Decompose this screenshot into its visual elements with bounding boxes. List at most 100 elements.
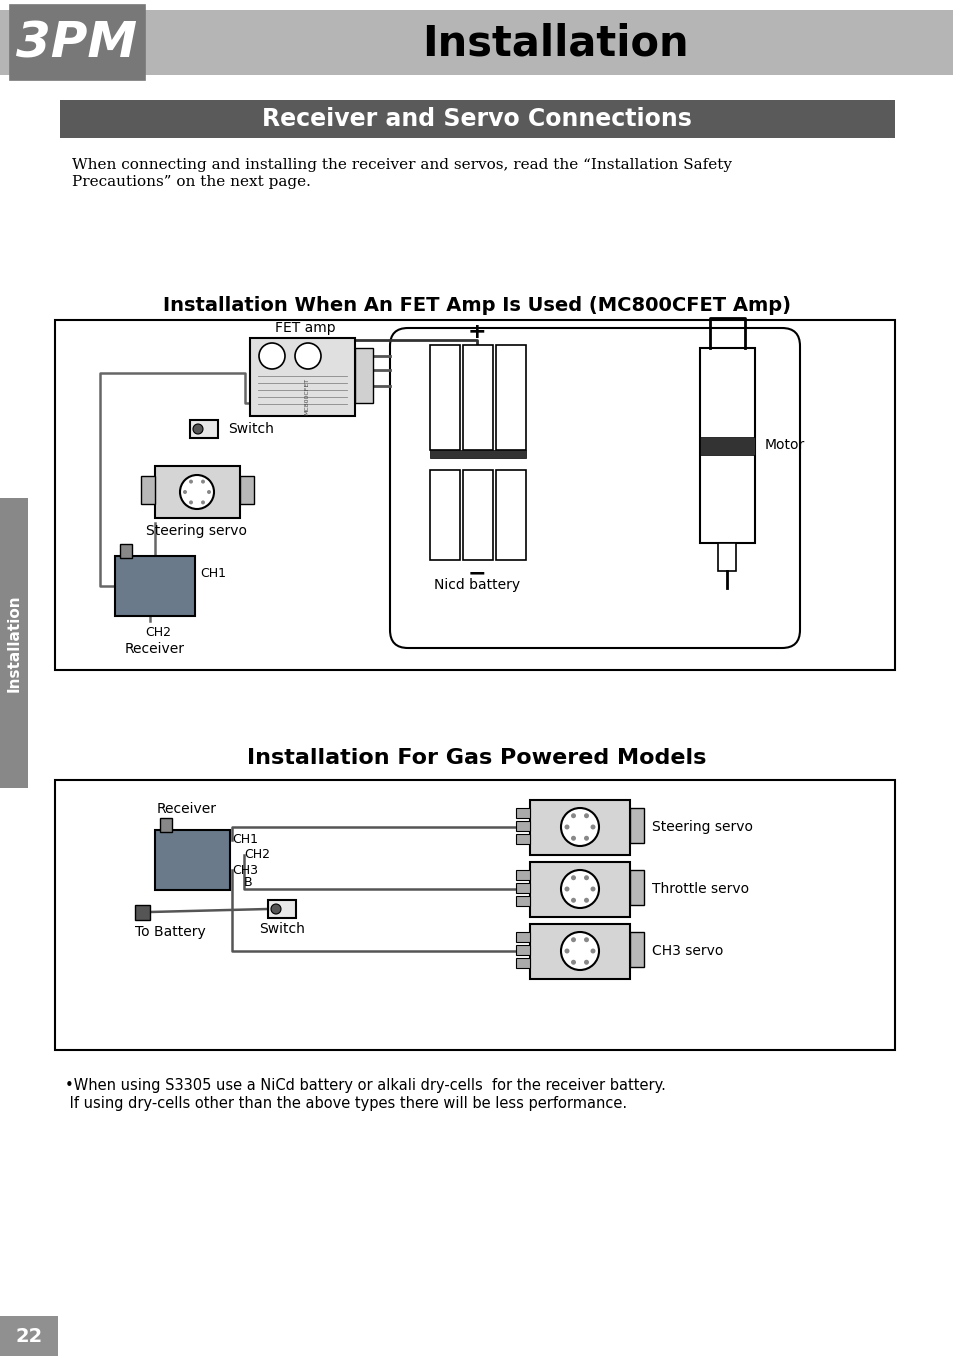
Bar (154, 466, 240, 518)
Text: CH2: CH2 (145, 626, 171, 639)
Bar (516, 834, 530, 843)
Text: Nicd battery: Nicd battery (434, 578, 519, 593)
Text: •When using S3305 use a NiCd battery or alkali dry-cells  for the receiver batte: •When using S3305 use a NiCd battery or … (65, 1078, 665, 1093)
Text: FET amp: FET amp (274, 321, 335, 335)
Text: Switch: Switch (259, 922, 305, 936)
Text: Steering servo: Steering servo (147, 523, 247, 538)
Bar (516, 808, 530, 818)
Bar (160, 818, 172, 833)
Bar (154, 830, 230, 890)
Bar (629, 932, 643, 967)
Circle shape (180, 475, 213, 508)
Bar (268, 900, 295, 918)
Circle shape (560, 808, 598, 846)
Circle shape (201, 500, 205, 504)
Circle shape (564, 824, 569, 830)
Text: CH1: CH1 (232, 834, 257, 846)
Circle shape (189, 500, 193, 504)
Bar (700, 437, 754, 456)
Circle shape (201, 480, 205, 484)
Text: CH2: CH2 (244, 849, 270, 861)
Bar (496, 471, 525, 560)
Circle shape (583, 898, 588, 903)
Bar (55, 320, 894, 670)
Bar (516, 871, 530, 880)
Circle shape (583, 875, 588, 880)
Bar (240, 476, 253, 504)
Circle shape (560, 871, 598, 909)
Bar (516, 896, 530, 906)
Circle shape (590, 948, 595, 953)
Bar (718, 542, 735, 571)
Bar (516, 957, 530, 968)
Circle shape (294, 343, 320, 369)
Bar (190, 420, 218, 438)
Text: Precautions” on the next page.: Precautions” on the next page. (71, 175, 311, 188)
Bar (141, 476, 154, 504)
Circle shape (189, 480, 193, 484)
FancyBboxPatch shape (390, 328, 800, 648)
Text: 3PM: 3PM (16, 19, 137, 66)
Text: 22: 22 (15, 1326, 43, 1345)
Bar (496, 344, 525, 450)
Text: If using dry-cells other than the above types there will be less performance.: If using dry-cells other than the above … (65, 1096, 626, 1111)
Circle shape (583, 937, 588, 942)
Bar (55, 780, 894, 1050)
Text: CH3 servo: CH3 servo (651, 944, 722, 957)
Text: Installation: Installation (421, 22, 688, 64)
Circle shape (571, 937, 576, 942)
Bar (462, 471, 493, 560)
Bar (355, 348, 373, 403)
Bar (0, 9, 953, 75)
Circle shape (583, 835, 588, 841)
Bar (462, 344, 493, 450)
Bar (430, 450, 525, 458)
Circle shape (571, 814, 576, 818)
Bar (250, 338, 355, 416)
Text: Installation When An FET Amp Is Used (MC800CFET Amp): Installation When An FET Amp Is Used (MC… (163, 296, 790, 315)
Bar (530, 862, 629, 917)
Bar (530, 923, 629, 979)
Bar (60, 100, 894, 138)
Bar (516, 883, 530, 894)
Text: CH1: CH1 (200, 568, 226, 580)
Bar (516, 932, 530, 942)
Circle shape (564, 948, 569, 953)
Circle shape (271, 904, 281, 914)
Bar (0, 498, 28, 788)
Circle shape (590, 824, 595, 830)
Bar (120, 544, 132, 559)
Bar (516, 820, 530, 831)
Text: Receiver: Receiver (157, 801, 216, 816)
Bar (516, 945, 530, 955)
Text: B: B (244, 876, 253, 888)
Bar (700, 348, 754, 542)
Circle shape (207, 490, 211, 494)
Bar (430, 344, 459, 450)
Bar (115, 556, 194, 616)
Circle shape (258, 343, 285, 369)
Text: When connecting and installing the receiver and servos, read the “Installation S: When connecting and installing the recei… (71, 159, 731, 172)
Text: Switch: Switch (228, 422, 274, 437)
Text: +: + (467, 321, 486, 342)
Circle shape (583, 814, 588, 818)
Text: Installation For Gas Powered Models: Installation For Gas Powered Models (247, 749, 706, 767)
Text: −: − (467, 563, 486, 583)
Circle shape (571, 835, 576, 841)
Text: Receiver and Servo Connections: Receiver and Servo Connections (262, 107, 691, 132)
Text: Steering servo: Steering servo (651, 820, 752, 834)
Text: Motor: Motor (764, 438, 804, 452)
Text: CH3: CH3 (232, 864, 257, 876)
Bar (629, 871, 643, 904)
Text: Receiver: Receiver (125, 641, 185, 656)
Circle shape (564, 887, 569, 891)
Circle shape (183, 490, 187, 494)
Text: Throttle servo: Throttle servo (651, 881, 748, 896)
Text: To Battery: To Battery (135, 925, 206, 938)
Bar (10, 5, 145, 80)
Text: MC800CFET: MC800CFET (304, 377, 309, 415)
Text: Installation: Installation (7, 594, 22, 692)
Circle shape (583, 960, 588, 964)
Bar (135, 904, 150, 919)
Circle shape (590, 887, 595, 891)
